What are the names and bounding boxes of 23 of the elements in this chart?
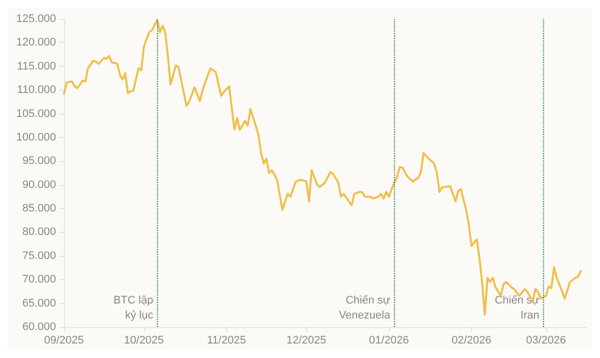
y-tick-label: 105.000 [16, 108, 56, 120]
y-tick-label: 125.000 [16, 13, 56, 25]
y-tick-label: 80.000 [22, 226, 56, 238]
x-tick-label: 01/2026 [369, 334, 409, 346]
x-tick-label: 11/2025 [206, 334, 246, 346]
y-tick-label: 110.000 [17, 84, 56, 96]
y-tick-label: 70.000 [22, 274, 56, 286]
ref-line-label: Chiến sự Venezuela [338, 294, 392, 322]
x-tick-label: 02/2026 [452, 334, 492, 346]
y-tick-label: 75.000 [22, 250, 56, 262]
x-tick-label: 09/2025 [44, 334, 84, 346]
ref-line-label: BTC lập kỷ lục [113, 294, 154, 322]
y-tick-label: 95.000 [22, 155, 56, 168]
y-tick-label: 115.000 [17, 60, 56, 72]
x-tick-label: 03/2026 [526, 334, 566, 346]
y-tick-label: 120.000 [16, 36, 56, 49]
y-tick-label: 85.000 [22, 202, 56, 215]
x-tick-label: 10/2025 [124, 334, 164, 346]
y-tick-label: 100.000 [16, 131, 56, 144]
y-tick-label: 65.000 [22, 297, 56, 310]
y-tick-label: 60.000 [22, 321, 56, 333]
y-tick-label: 90.000 [22, 178, 56, 191]
x-tick-label: 12/2025 [286, 334, 326, 346]
